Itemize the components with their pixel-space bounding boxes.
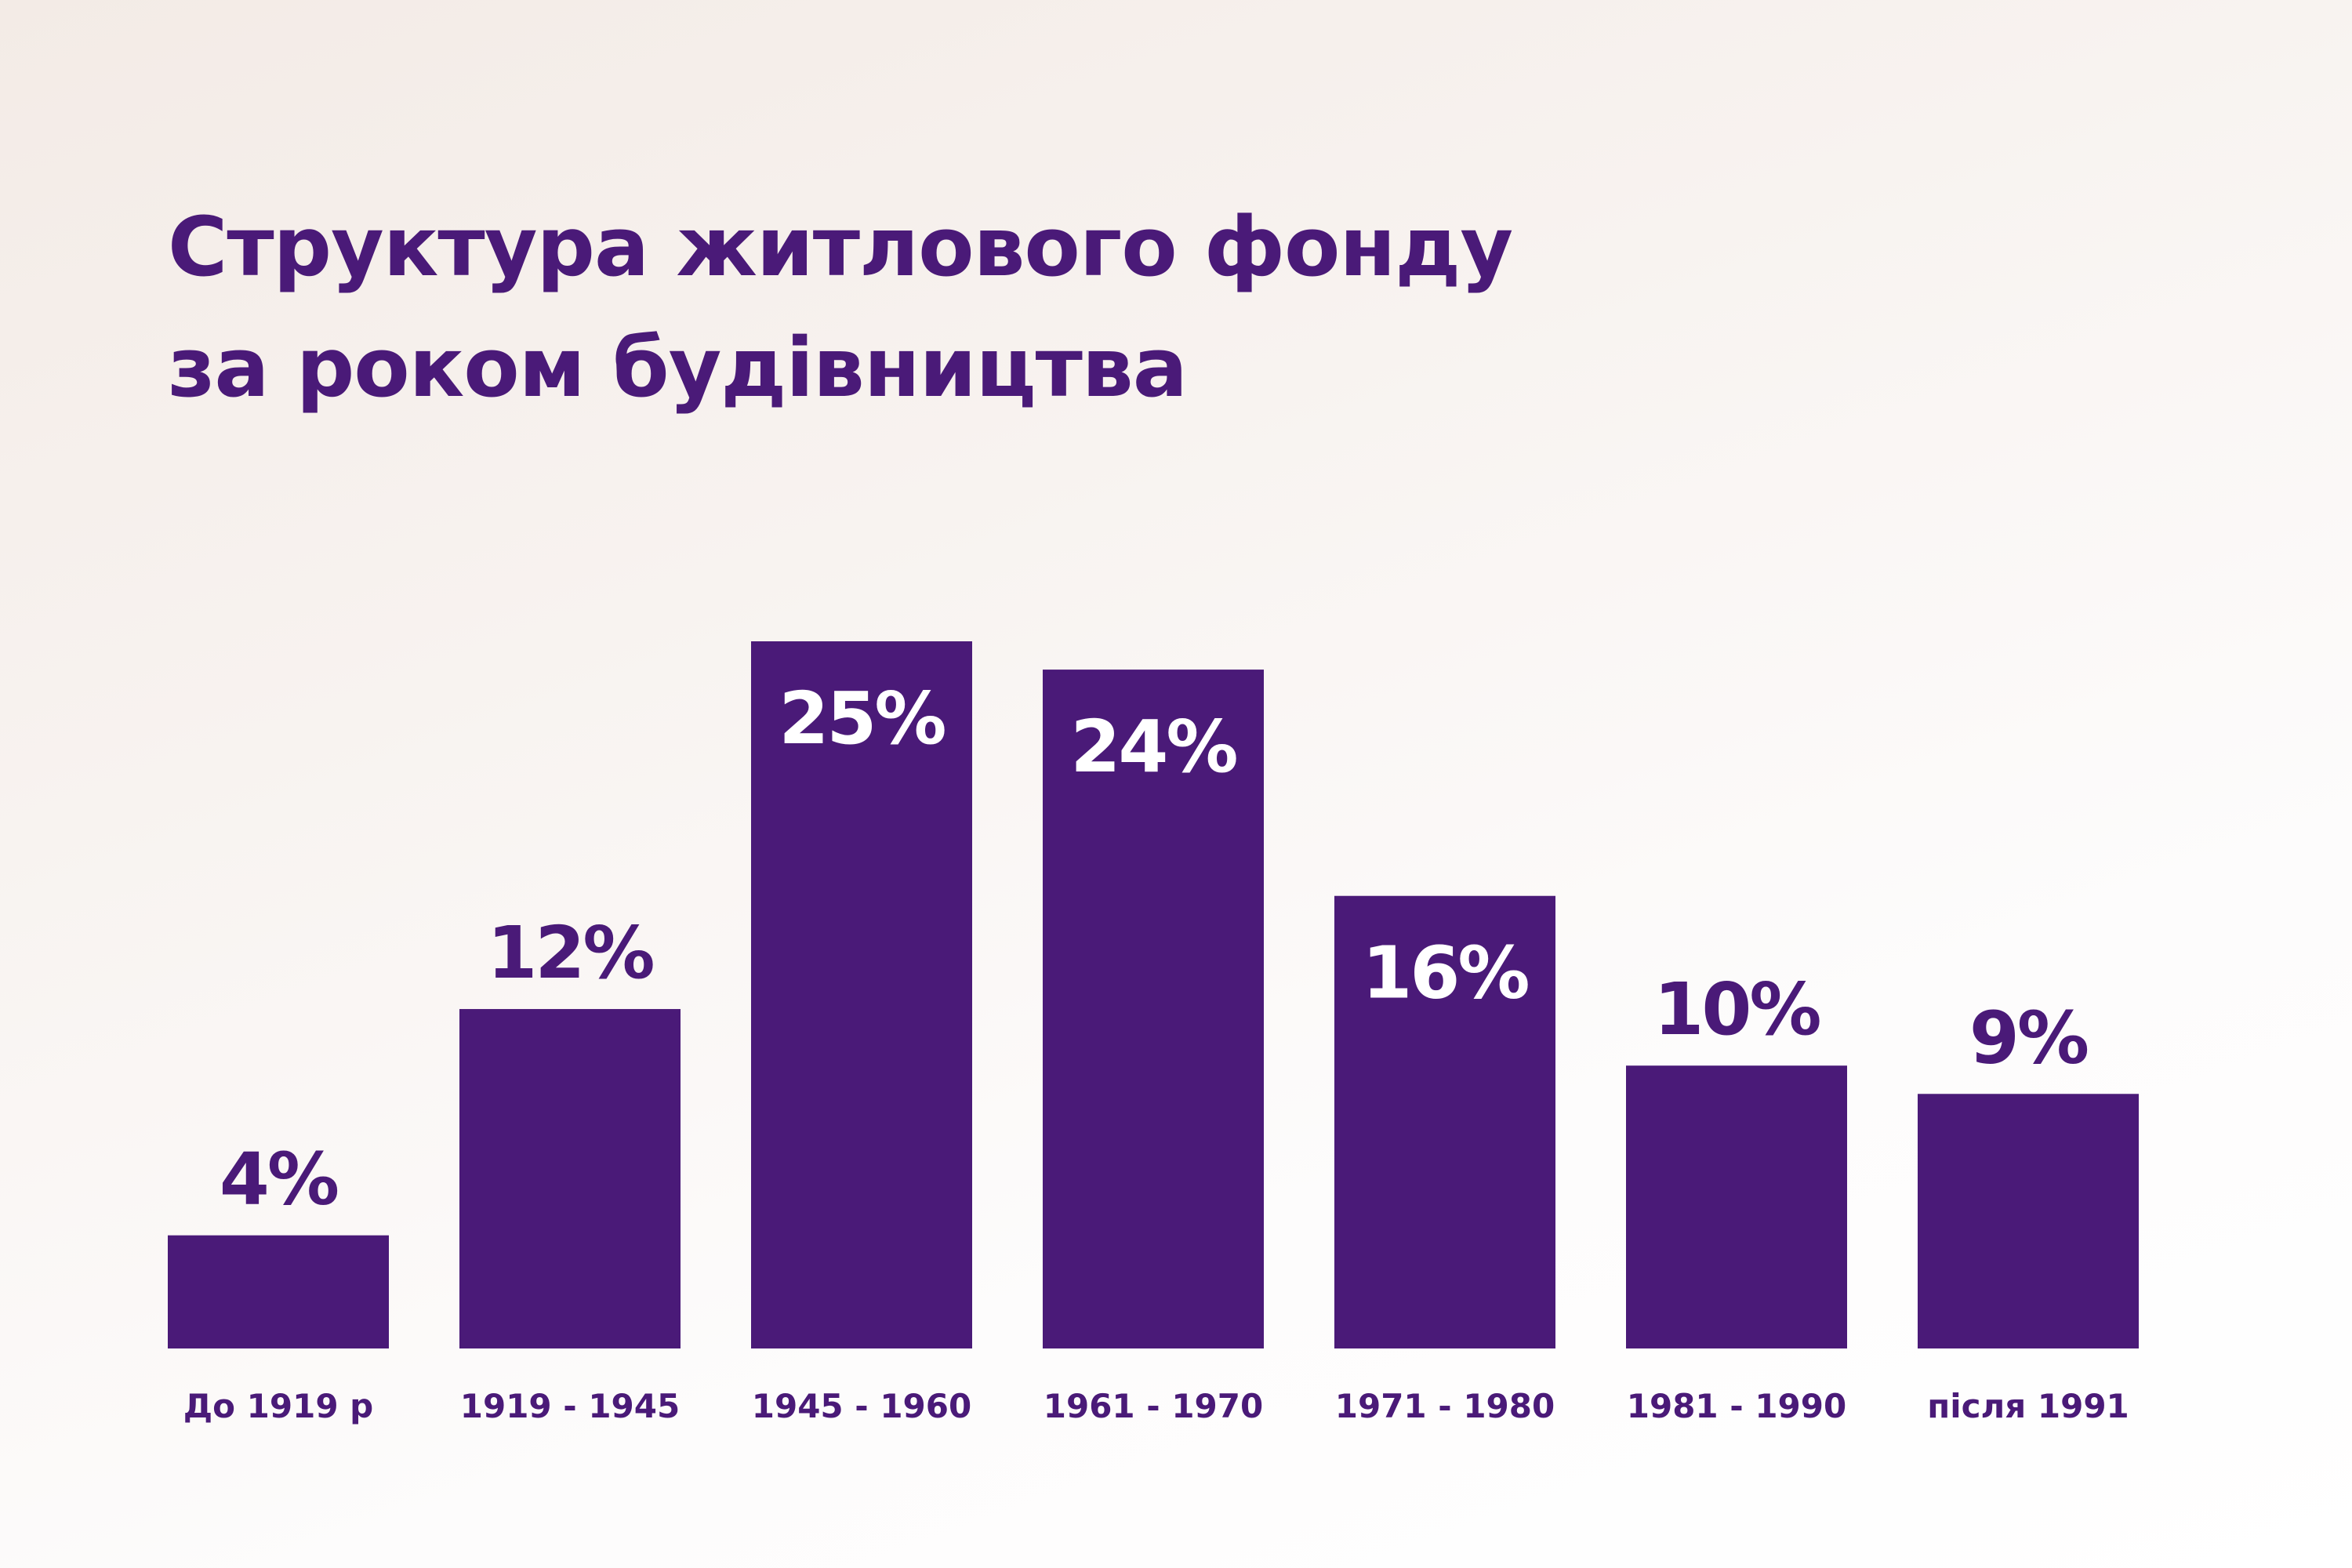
bar-1919-1945 xyxy=(459,1009,681,1348)
category-label-до-1919-р: До 1919 р xyxy=(183,1387,373,1425)
bar-1945-1960 xyxy=(751,641,972,1348)
bar-до-1919-р xyxy=(168,1235,389,1348)
chart-title-line-1: Структура житлового фонду xyxy=(168,199,1513,295)
category-label-після-1991: після 1991 xyxy=(1927,1387,2129,1425)
category-label-1961-1970: 1961 - 1970 xyxy=(1044,1387,1263,1425)
bar-1961-1970 xyxy=(1043,670,1264,1348)
bar-1981-1990 xyxy=(1626,1065,1847,1348)
data-label-1945-1960: 25% xyxy=(779,677,945,760)
bar-1971-1980 xyxy=(1334,895,1555,1348)
bar-після-1991 xyxy=(1918,1094,2139,1348)
data-label-після-1991: 9% xyxy=(1969,996,2088,1080)
category-label-1945-1960: 1945 - 1960 xyxy=(752,1387,971,1425)
data-label-до-1919-р: 4% xyxy=(220,1138,338,1221)
chart-title: Структура житлового фонду за роком будів… xyxy=(168,187,1513,428)
category-label-1919-1945: 1919 - 1945 xyxy=(460,1387,680,1425)
data-label-1981-1990: 10% xyxy=(1653,967,1820,1051)
chart-title-line-2: за роком будівництва xyxy=(168,320,1188,416)
data-label-1971-1980: 16% xyxy=(1362,931,1528,1015)
data-label-1919-1945: 12% xyxy=(487,911,653,995)
data-label-1961-1970: 24% xyxy=(1070,705,1236,789)
category-label-1971-1980: 1971 - 1980 xyxy=(1335,1387,1555,1425)
category-label-1981-1990: 1981 - 1990 xyxy=(1627,1387,1846,1425)
